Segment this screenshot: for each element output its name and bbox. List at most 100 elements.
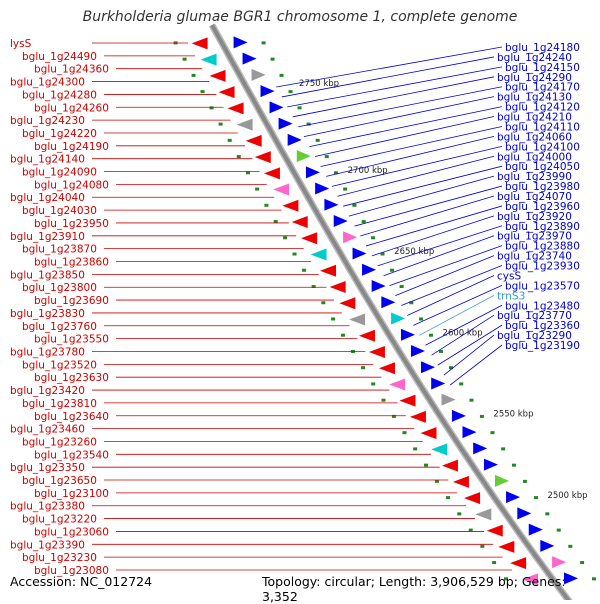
reverse-gene-arrow — [431, 443, 448, 456]
forward-gene-arrow — [517, 507, 532, 520]
inner-tick-mark — [209, 106, 214, 110]
right-gene-label: bglu_1g24000 — [497, 151, 572, 163]
left-gene-label: bglu_1g23220 — [22, 514, 97, 526]
forward-gene-arrow — [400, 328, 415, 341]
left-gene-label: bglu_1g24080 — [34, 179, 109, 191]
outer-tick-mark — [352, 203, 357, 207]
right-leader-line — [425, 304, 503, 346]
left-gene-label: bglu_1g23860 — [34, 257, 109, 269]
right-leader-line — [395, 255, 495, 296]
reverse-gene-arrow — [209, 69, 226, 82]
left-gene-label: bglu_1g23540 — [34, 449, 109, 461]
right-gene-label: bglu_1g23980 — [505, 181, 580, 193]
forward-gene-arrow — [391, 312, 406, 325]
scale-tick-label: 2750 kbp — [299, 79, 339, 89]
inner-tick-mark — [302, 268, 307, 272]
forward-gene-arrow — [421, 361, 436, 374]
inner-tick-mark — [191, 73, 196, 77]
outer-tick-mark — [449, 366, 454, 370]
right-gene-label: bglu_1g24170 — [505, 82, 580, 94]
outer-tick-mark — [438, 349, 443, 353]
left-gene-label: bglu_1g23810 — [22, 398, 97, 410]
right-gene-label: bglu_1g23880 — [505, 241, 580, 253]
left-gene-label: bglu_1g23870 — [22, 244, 97, 256]
forward-gene-arrow — [362, 263, 377, 276]
right-leader-line — [360, 195, 495, 237]
inner-tick-mark — [402, 431, 407, 435]
right-leader-line — [371, 215, 495, 257]
right-gene-label: bglu_1g23960 — [505, 201, 580, 213]
inner-tick-mark — [480, 544, 485, 548]
inner-tick-mark — [182, 57, 187, 61]
forward-gene-arrow — [233, 36, 248, 49]
forward-gene-arrow — [305, 166, 320, 179]
left-gene-label: bglu_1g23760 — [22, 321, 97, 333]
outer-tick-mark — [428, 333, 433, 337]
left-gene-label: bglu_1g23390 — [10, 539, 85, 551]
right-gene-label: bglu_1g23920 — [497, 211, 572, 223]
outer-tick-mark — [279, 73, 284, 77]
inner-tick-mark — [457, 512, 462, 516]
reverse-gene-arrow — [320, 264, 337, 277]
right-leader-line — [401, 265, 503, 306]
reverse-gene-arrow — [273, 183, 290, 196]
right-gene-label: bglu_1g23890 — [505, 221, 580, 233]
forward-gene-arrow — [473, 442, 488, 455]
forward-gene-arrow — [564, 572, 579, 585]
right-leader-line — [326, 136, 495, 177]
scale-tick-label: 2500 kbp — [547, 491, 587, 501]
right-leader-line — [298, 86, 503, 128]
outer-tick-mark — [361, 220, 366, 224]
outer-tick-mark — [315, 138, 320, 142]
left-gene-label: bglu_1g23630 — [34, 372, 109, 384]
reverse-gene-arrow — [389, 378, 406, 391]
forward-gene-arrow — [431, 377, 446, 390]
left-gene-label: bglu_1g23640 — [34, 411, 109, 423]
inner-tick-mark — [245, 171, 250, 175]
left-gene-label: bglu_1g24090 — [22, 167, 97, 179]
left-gene-label: bglu_1g24300 — [10, 77, 85, 89]
right-gene-label: bglu_1g23480 — [505, 300, 580, 312]
right-leader-line — [276, 46, 503, 88]
left-gene-label: bglu_1g24030 — [22, 205, 97, 217]
right-leader-line — [437, 324, 503, 366]
left-gene-label: bglu_1g23380 — [10, 501, 85, 513]
reverse-gene-arrow — [339, 297, 356, 310]
forward-gene-arrow — [462, 426, 477, 439]
accession-label: Accession: NC_012724 — [10, 574, 153, 589]
forward-gene-arrow — [324, 198, 339, 211]
forward-gene-arrow — [410, 344, 425, 357]
outer-tick-mark — [306, 122, 311, 126]
forward-gene-arrow — [352, 247, 367, 260]
forward-gene-arrow — [451, 409, 466, 422]
right-gene-label: bglu_1g24210 — [497, 112, 572, 124]
outer-tick-mark — [511, 463, 516, 467]
inner-tick-mark — [255, 187, 260, 191]
inner-tick-mark — [361, 366, 366, 370]
reverse-gene-arrow — [191, 37, 208, 50]
right-leader-line — [419, 294, 495, 336]
outer-tick-mark — [324, 155, 329, 159]
right-leader-line — [413, 285, 503, 326]
left-gene-label: bglu_1g23780 — [10, 346, 85, 358]
outer-tick-mark — [297, 106, 302, 110]
reverse-gene-arrow — [522, 573, 539, 586]
right-leader-line — [431, 314, 495, 356]
outer-tick-mark — [380, 252, 385, 256]
outer-tick-mark — [479, 414, 484, 418]
inner-tick-mark — [292, 252, 297, 256]
right-leader-line — [303, 96, 495, 138]
forward-gene-arrow — [441, 393, 456, 406]
left-gene-label: bglu_1g23230 — [22, 552, 97, 564]
inner-tick-mark — [446, 496, 451, 500]
inner-tick-mark — [504, 577, 509, 581]
reverse-gene-arrow — [420, 427, 437, 440]
reverse-gene-arrow — [409, 410, 426, 423]
right-gene-label: bglu_1g24290 — [497, 72, 572, 84]
right-gene-label: bglu_1g23190 — [505, 340, 580, 352]
backbone-ring — [210, 24, 571, 600]
right-gene-label: bglu_1g23570 — [505, 280, 580, 292]
left-gene-label: lysS — [10, 38, 32, 50]
right-gene-label: trnS3 — [497, 290, 525, 302]
